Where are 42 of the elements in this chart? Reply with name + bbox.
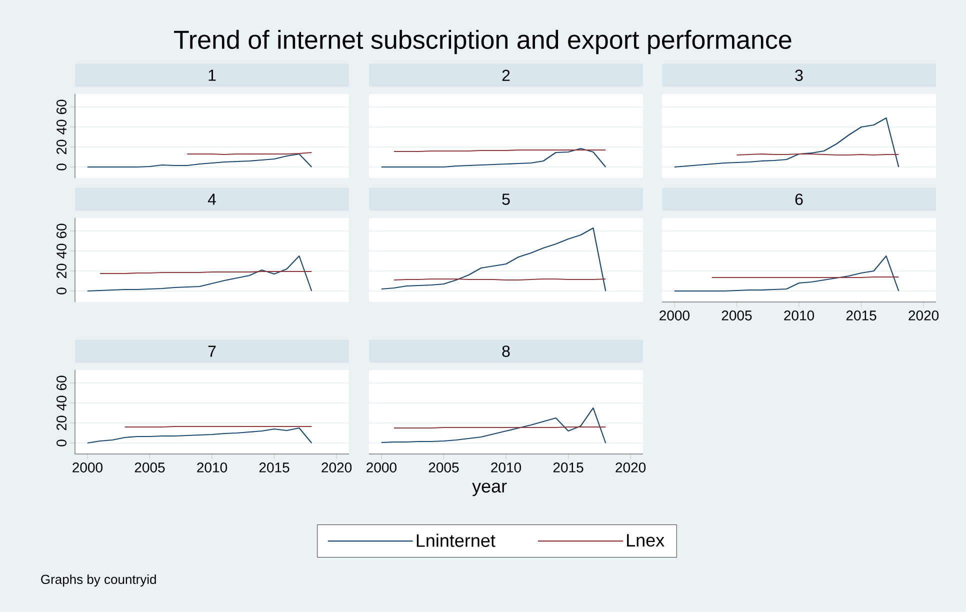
y-tick-label: 40 [56,120,66,134]
y-tick-label: 20 [56,140,66,154]
chart-title: 7 [208,346,216,357]
x-tick-label: 2010 [491,462,522,472]
x-tick-label: 2005 [134,462,165,472]
chart-title: 2 [502,70,510,81]
text: Trend of internet subscription and export performance [174,30,792,54]
x-tick-label: 2010 [784,310,814,320]
y-tick-label: 40 [56,244,66,258]
chart-title: 3 [795,70,803,81]
chart-title: 5 [502,194,510,205]
y-tick-label: 0 [56,164,66,170]
y-tick-label: 60 [56,224,66,238]
y-tick-label: 40 [56,396,66,410]
x-tick-label: 2000 [366,462,396,472]
legend-label: Lnex [627,534,664,547]
x-tick-label: 2020 [322,462,352,472]
x-tick-label: 2010 [197,462,228,472]
chart-title: 8 [502,346,510,357]
y-tick-label: 60 [56,376,66,390]
x-tick-label: 2015 [553,462,584,472]
x-axis-title: year [472,482,507,496]
legend-label: Lninternet [416,534,496,547]
chart-title: 4 [208,194,216,205]
chart-title: 1 [208,70,216,81]
y-tick-label: 60 [56,100,66,114]
y-tick-label: 20 [56,264,66,278]
x-tick-label: 2015 [846,310,876,320]
y-tick-label: 20 [56,416,66,430]
x-tick-label: 2020 [616,462,646,472]
chart-title: 6 [795,194,803,205]
x-tick-label: 2005 [722,310,752,320]
text: Graphs by countryid [41,574,156,587]
y-tick-label: 0 [56,288,66,294]
y-tick-label: 0 [56,440,66,446]
x-tick-label: 2005 [428,462,459,472]
line-series [86,255,312,292]
x-tick-label: 2000 [660,310,690,320]
x-tick-label: 2015 [259,462,290,472]
line-series [86,427,312,444]
x-tick-label: 2020 [908,310,939,320]
x-tick-label: 2000 [72,462,102,472]
